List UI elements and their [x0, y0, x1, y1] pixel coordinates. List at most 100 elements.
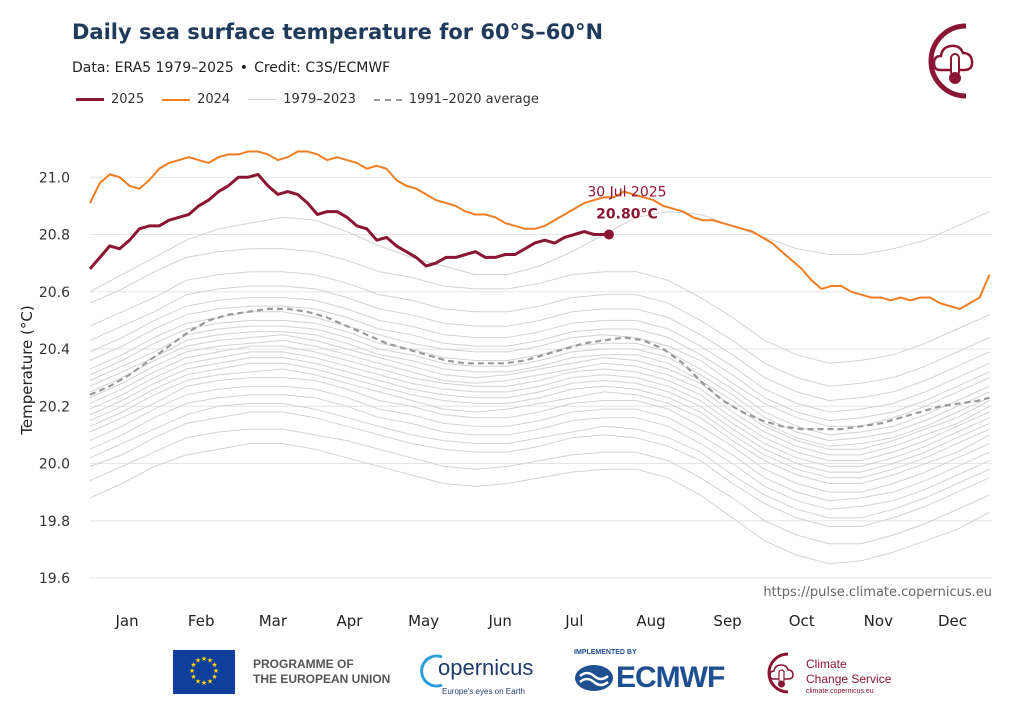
history-line [89, 271, 990, 387]
line-2024 [89, 150, 991, 310]
legend-item-average: 1991–2020 average [373, 92, 539, 107]
copernicus-logo: opernicus Europe's eyes on Earth [418, 649, 543, 699]
legend-swatch-2024 [162, 98, 191, 101]
history-line [89, 394, 990, 510]
history-line [89, 331, 990, 447]
svg-text:★: ★ [211, 673, 217, 681]
copernicus-tagline: Europe's eyes on Earth [442, 687, 525, 696]
svg-text:★: ★ [201, 679, 207, 687]
ccs-thermometer-icon [767, 652, 794, 694]
grid-layer [90, 176, 992, 579]
history-line [89, 402, 990, 519]
ecmwf-name: ECMWF [616, 661, 725, 694]
eu-flag-icon: ★ ★ ★ ★ ★ ★ ★ ★ ★ ★ ★ ★ [173, 650, 235, 694]
history-line [89, 339, 990, 456]
history-line [89, 443, 990, 565]
svg-text:★: ★ [207, 678, 213, 686]
x-tick-label: Oct [789, 612, 815, 630]
annotation-value: 20.80°C [596, 207, 658, 223]
svg-text:★: ★ [201, 655, 207, 663]
cloud-icon [932, 44, 974, 72]
eu-programme-text: PROGRAMME OF THE EUROPEAN UNION [253, 657, 390, 687]
subtitle-separator: • [239, 60, 249, 76]
x-tick-label: Jun [488, 612, 512, 630]
legend-label-2025: 2025 [111, 92, 145, 107]
eu-text-line1: PROGRAMME OF [253, 657, 354, 671]
y-tick-label: 20.2 [39, 399, 70, 415]
history-line [89, 334, 990, 450]
x-tick-label: Apr [337, 612, 364, 630]
climate-change-service-logo: Climate Change Service climate.copernicu… [762, 647, 912, 701]
x-tick-label: Jul [564, 612, 583, 630]
y-tick-label: 20.8 [39, 228, 70, 244]
eu-stars-icon: ★ ★★ ★★★ ★★★ ★★★ [189, 655, 219, 687]
ccs-url: climate.copernicus.eu [806, 688, 874, 695]
svg-text:★: ★ [207, 657, 213, 665]
y-tick-label: 20.6 [39, 285, 70, 301]
history-line [89, 351, 990, 467]
x-tick-label: Dec [938, 612, 967, 630]
legend-swatch-history [248, 99, 277, 100]
legend-swatch-2025 [76, 98, 104, 101]
svg-text:★: ★ [195, 657, 201, 665]
history-line [89, 345, 990, 462]
history-line [89, 377, 990, 493]
history-line [89, 411, 990, 527]
legend-swatch-average [373, 98, 402, 101]
ecmwf-waves-icon [575, 665, 613, 691]
y-tick-label: 19.8 [39, 514, 70, 530]
subtitle-data: Data: ERA5 1979–2025 [72, 60, 234, 76]
copernicus-name: opernicus [438, 655, 534, 680]
svg-text:★: ★ [213, 667, 219, 675]
svg-text:★: ★ [190, 673, 196, 681]
history-line [89, 297, 990, 413]
copernicus-c-icon [420, 654, 443, 688]
y-tick-label: 21.0 [39, 170, 70, 186]
history-line [89, 285, 990, 402]
history-line [89, 248, 990, 364]
y-axis-label: Temperature (°C) [18, 305, 36, 435]
history-line [89, 325, 990, 442]
legend-item-2024: 2024 [162, 92, 230, 107]
history-line [89, 368, 990, 484]
line-2025 [88, 172, 609, 270]
eu-text-line2: THE EUROPEAN UNION [253, 672, 391, 686]
x-tick-label: Mar [259, 612, 288, 630]
history-line [89, 385, 990, 502]
latest-point-marker [603, 229, 614, 240]
footer-logos: ★ ★ ★ ★ ★ ★ ★ ★ ★ ★ ★ ★ PROGRAMME OF THE EUROPEA… [0, 645, 1024, 705]
history-line [89, 319, 990, 436]
y-tick-label: 20.0 [39, 457, 70, 473]
legend-label-history: 1979–2023 [283, 92, 356, 107]
subtitle-credit: Credit: C3S/ECMWF [254, 60, 391, 76]
chart-title: Daily sea surface temperature for 60°S–6… [72, 20, 604, 44]
x-tick-label: May [408, 612, 439, 630]
average-line [89, 307, 990, 431]
chart-subtitle: Data: ERA5 1979–2025 • Credit: C3S/ECMWF [72, 60, 390, 76]
thermometer-bulb [949, 72, 961, 84]
x-tick-label: Feb [188, 612, 215, 630]
legend-item-2025: 2025 [76, 92, 144, 107]
legend-item-history: 1979–2023 [248, 92, 356, 107]
legend-label-2024: 2024 [197, 92, 231, 107]
x-tick-label: Jan [115, 612, 139, 630]
ccs-name-line1: Climate [806, 657, 847, 671]
history-line [89, 211, 990, 293]
history-line [89, 357, 990, 473]
history-line [89, 305, 990, 422]
legend-label-average: 1991–2020 average [408, 92, 539, 107]
svg-text:★: ★ [211, 661, 217, 669]
c3s-logo-arc [928, 23, 967, 99]
annotation-date: 30 Jul 2025 [587, 185, 666, 201]
history-lines-layer [89, 211, 990, 565]
x-tick-label: Sep [713, 612, 741, 630]
ecmwf-logo: IMPLEMENTED BY ECMWF [572, 647, 742, 699]
y-tick-label: 20.4 [39, 342, 70, 358]
source-url[interactable]: https://pulse.climate.copernicus.eu [763, 585, 992, 600]
x-tick-label: Aug [636, 612, 665, 630]
svg-text:★: ★ [195, 678, 201, 686]
axis-layer: 19.6 19.8 20.0 20.2 20.4 20.6 20.8 21.0 Jan Feb Ma… [39, 170, 967, 630]
chart-legend: 2025 2024 1979–2023 1991–2020 average [76, 92, 557, 107]
y-tick-label: 19.6 [39, 571, 70, 587]
